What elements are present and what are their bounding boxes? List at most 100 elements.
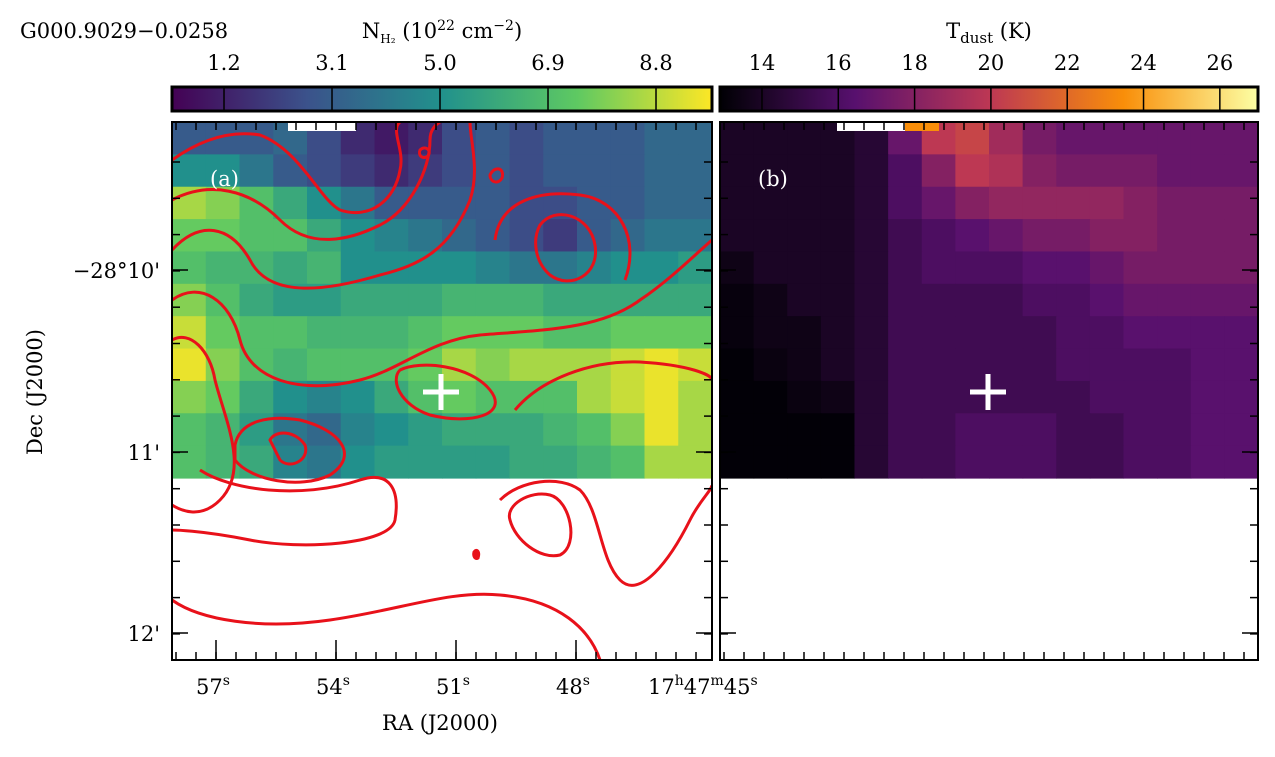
heatmap-cell xyxy=(239,219,274,253)
heatmap-cell xyxy=(205,154,241,188)
heatmap-cell xyxy=(644,445,679,479)
x-tick-label-part: 51 xyxy=(436,675,463,699)
colorbar-label-part: dust xyxy=(960,29,993,47)
x-tick-label-part: 48 xyxy=(556,675,583,699)
heatmap-cell xyxy=(753,445,788,479)
heatmap-cell xyxy=(1190,154,1225,188)
colorbar-tick-label: 6.9 xyxy=(531,51,564,75)
heatmap-cell xyxy=(1224,154,1259,188)
colorbar-tick-label: 24 xyxy=(1130,51,1157,75)
heatmap-cell xyxy=(509,154,544,188)
heatmap-cell xyxy=(921,445,956,479)
heatmap-cell xyxy=(1123,348,1158,382)
heatmap-cell xyxy=(720,445,755,479)
colorbar-tick-label: 14 xyxy=(749,51,776,75)
x-tick-label-part: m xyxy=(711,673,724,689)
heatmap-cell xyxy=(1056,251,1091,285)
heatmap-cell xyxy=(1022,413,1057,447)
heatmap-cell xyxy=(374,283,409,317)
heatmap-cell xyxy=(1089,283,1125,317)
heatmap-cell xyxy=(577,122,612,155)
heatmap-cell xyxy=(1224,186,1259,220)
heatmap-cell xyxy=(921,348,956,382)
heatmap-cell xyxy=(273,316,308,350)
x-tick-label: 17h47m45s xyxy=(648,673,758,699)
heatmap-cell xyxy=(787,445,822,479)
heatmap-cell xyxy=(854,154,889,188)
heatmap-cell xyxy=(1157,219,1192,253)
heatmap-cell xyxy=(374,316,409,350)
heatmap-cell xyxy=(475,445,511,479)
colorbar-tick-label: 18 xyxy=(901,51,928,75)
heatmap-cell xyxy=(1022,219,1057,253)
heatmap-cell xyxy=(1190,251,1225,285)
heatmap-cell xyxy=(1089,445,1125,479)
axis-ticks xyxy=(172,122,712,660)
heatmap-cell xyxy=(408,283,443,317)
heatmap-cell xyxy=(1123,283,1158,317)
heatmap-cell xyxy=(509,445,544,479)
heatmap-cell xyxy=(1022,380,1057,414)
heatmap-cell xyxy=(442,251,477,285)
heatmap-cell xyxy=(820,445,856,479)
heatmap-cell xyxy=(239,380,274,414)
heatmap-cell xyxy=(955,348,990,382)
heatmap-cell xyxy=(720,219,755,253)
colorbar-label: Tdust (K) xyxy=(946,19,1032,47)
heatmap-cell xyxy=(787,186,822,220)
heatmap-cell xyxy=(1157,122,1192,155)
heatmap-cell xyxy=(205,251,241,285)
heatmap-cell xyxy=(854,251,889,285)
heatmap-cell xyxy=(787,348,822,382)
heatmap-cell xyxy=(509,283,544,317)
heatmap-cell xyxy=(610,413,646,447)
heatmap-cell xyxy=(1157,348,1192,382)
heatmap-cell xyxy=(172,445,207,479)
heatmap-cell xyxy=(820,283,856,317)
y-tick-label: 12' xyxy=(128,622,161,646)
colorbar-tick-label: 16 xyxy=(825,51,852,75)
heatmap-cell xyxy=(1089,154,1125,188)
heatmap-cell xyxy=(854,316,889,350)
heatmap-cell xyxy=(307,219,342,253)
heatmap-cell xyxy=(955,380,990,414)
heatmap-cell xyxy=(442,316,477,350)
heatmap-cell xyxy=(644,122,679,155)
heatmap-cell xyxy=(955,445,990,479)
heatmap-cell xyxy=(787,380,822,414)
heatmap-cell xyxy=(1056,445,1091,479)
heatmap-cell xyxy=(820,348,856,382)
heatmap-cell xyxy=(273,154,308,188)
heatmap-cell xyxy=(888,316,923,350)
heatmap-cell xyxy=(1157,413,1192,447)
heatmap-cell xyxy=(989,283,1024,317)
heatmap-cell xyxy=(442,380,477,414)
x-tick-label: 51s xyxy=(436,673,470,699)
heatmap-cell xyxy=(1157,251,1192,285)
heatmap-cell xyxy=(854,348,889,382)
x-tick-label-part: 17 xyxy=(648,675,675,699)
heatmap-cell xyxy=(955,251,990,285)
heatmap-cell xyxy=(442,154,477,188)
heatmap-cell xyxy=(921,219,956,253)
heatmap-cell xyxy=(720,122,755,155)
heatmap-cell xyxy=(577,154,612,188)
heatmap-cell xyxy=(1123,316,1158,350)
heatmap-cell xyxy=(955,283,990,317)
heatmap-cell xyxy=(787,413,822,447)
colorbar-label-part: ) xyxy=(514,19,522,43)
x-tick-label-part: 47 xyxy=(684,675,711,699)
heatmap-cell xyxy=(340,316,376,350)
heatmap-cell xyxy=(787,219,822,253)
heatmap-cell xyxy=(239,154,274,188)
heatmap-cell xyxy=(1157,186,1192,220)
heatmap-cell xyxy=(854,445,889,479)
heatmap-cell xyxy=(374,413,409,447)
heatmap-cell xyxy=(1190,316,1225,350)
heatmap-cell xyxy=(921,316,956,350)
heatmap-cell xyxy=(1022,348,1057,382)
heatmap-cell xyxy=(888,413,923,447)
heatmap-cell xyxy=(1089,251,1125,285)
heatmap-cell xyxy=(1123,154,1158,188)
